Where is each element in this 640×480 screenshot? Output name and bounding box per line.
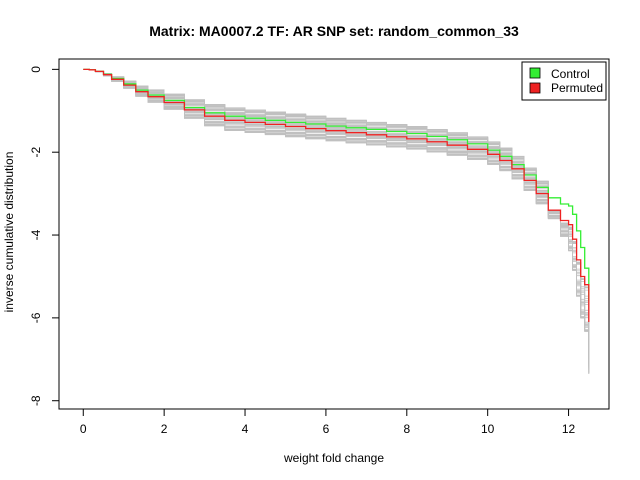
x-tick-label: 10	[481, 422, 495, 436]
legend-swatch-permuted	[529, 82, 541, 94]
background-series-line	[83, 69, 590, 324]
x-axis: 0 2 4 6 8 10 12	[80, 408, 576, 436]
legend: Control Permuted	[521, 61, 607, 101]
x-tick-label: 2	[161, 422, 168, 436]
legend-label-control: Control	[551, 67, 590, 81]
series-group	[83, 68, 590, 322]
y-axis-label: inverse cumulative distribution	[2, 152, 16, 313]
legend-label-permuted: Permuted	[551, 81, 603, 95]
chart-title: Matrix: MA0007.2 TF: AR SNP set: random_…	[149, 23, 519, 39]
y-tick-label: -2	[29, 147, 43, 158]
x-tick-label: 6	[323, 422, 330, 436]
x-tick-label: 8	[403, 422, 410, 436]
x-tick-label: 0	[80, 422, 87, 436]
legend-swatch-control	[529, 67, 541, 79]
x-axis-label: weight fold change	[283, 451, 384, 465]
series-line-permuted	[83, 68, 590, 322]
y-axis: 0 -2 -4 -6 -8	[29, 66, 60, 406]
x-tick-label: 12	[562, 422, 576, 436]
y-tick-label: -6	[29, 312, 43, 323]
x-tick-label: 4	[242, 422, 249, 436]
y-tick-label: -4	[29, 229, 43, 240]
y-tick-label: -8	[29, 395, 43, 406]
y-tick-label: 0	[29, 66, 43, 73]
